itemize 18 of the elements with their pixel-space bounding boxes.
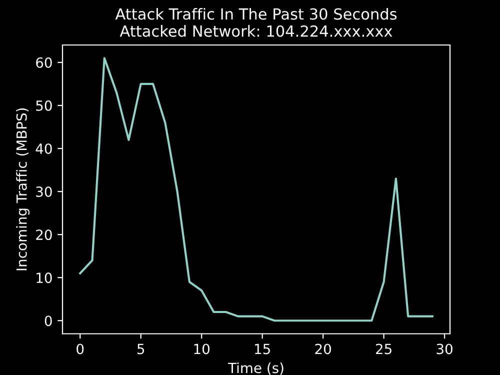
x-tick-label: 25	[376, 344, 392, 354]
x-tick-label: 0	[76, 344, 84, 354]
y-tick-label: 50	[36, 100, 52, 111]
y-tick-label: 0	[44, 316, 52, 326]
y-tick-label: 10	[36, 272, 52, 284]
x-tick-label: 30	[436, 344, 452, 354]
y-tick-label: 40	[36, 143, 52, 154]
y-tick-label: 60	[36, 57, 52, 68]
y-tick-label: 30	[36, 186, 52, 197]
line-series	[79, 57, 434, 322]
chart-title: Attack Traffic In The Past 30 Seconds Attacked Network: 104.224.xxx.xxx	[115, 8, 397, 37]
y-tick-label: 20	[36, 230, 52, 240]
x-tick-label: 10	[194, 344, 210, 354]
x-tick-label: 15	[255, 344, 270, 354]
x-axis-title: Time (s)	[228, 362, 284, 375]
y-axis-title: Incoming Traffic (MBPS)	[16, 108, 30, 270]
x-tick-label: 5	[138, 344, 144, 354]
x-tick-label: 20	[315, 344, 331, 354]
